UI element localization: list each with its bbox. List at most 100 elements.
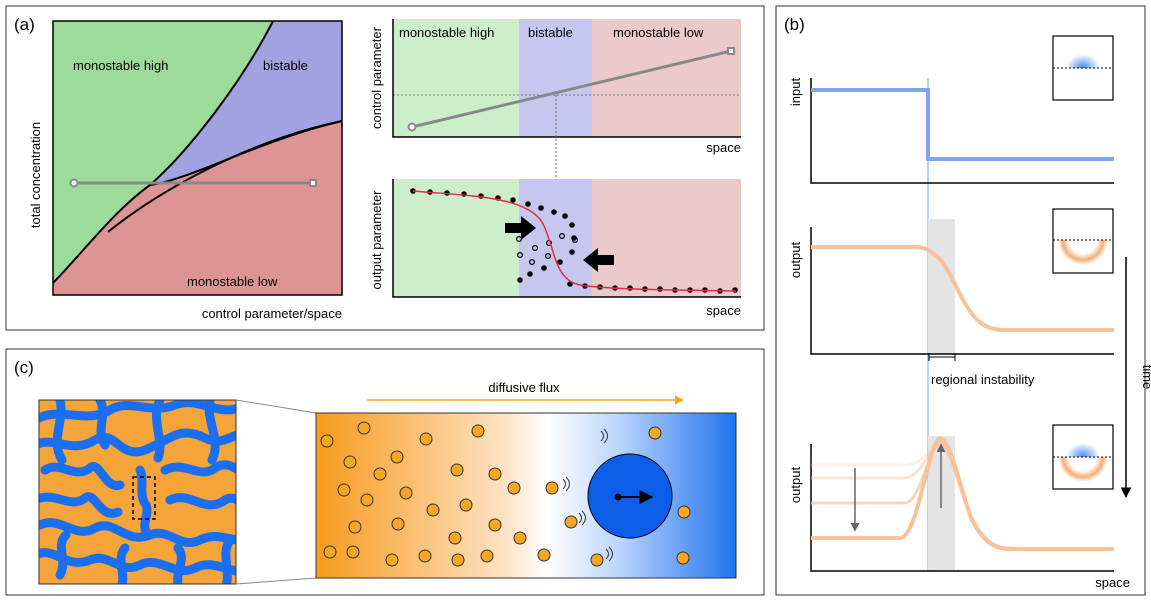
particle	[360, 493, 374, 507]
input-plot: input	[788, 35, 1114, 184]
particle	[337, 483, 351, 497]
particle	[488, 467, 502, 481]
particle	[390, 450, 404, 464]
output-dot	[569, 222, 575, 228]
turing-pattern	[38, 399, 237, 585]
phase-ylabel: total concentration	[28, 122, 43, 228]
output-dot	[517, 277, 523, 283]
inset-1-blob	[1066, 54, 1100, 68]
gradient-box	[315, 412, 737, 579]
particle	[590, 553, 604, 567]
pattern-stripe	[55, 400, 220, 584]
pattern-stripe	[39, 548, 236, 576]
band-bistable	[519, 19, 592, 137]
output-dot	[525, 201, 531, 207]
flux-label: diffusive flux	[488, 380, 560, 395]
output1-curve	[811, 245, 1114, 332]
region-low-label: monostable low	[187, 274, 278, 289]
particle	[507, 481, 521, 495]
ramp-end	[727, 47, 735, 55]
output-open-dot	[531, 245, 538, 252]
input-ylabel: input	[788, 78, 803, 107]
output-dot	[538, 205, 544, 211]
output-dot	[562, 213, 568, 219]
inset-3-ring	[1058, 457, 1108, 482]
out-band-low	[592, 179, 741, 297]
particle	[399, 486, 413, 500]
time-label: time	[1140, 365, 1151, 390]
output-axes	[392, 179, 741, 298]
panel-c-frame	[5, 348, 765, 596]
particles	[320, 421, 691, 567]
inset-2-ring	[1058, 240, 1108, 265]
output-open-dot	[558, 233, 565, 240]
particle	[677, 505, 691, 519]
output-dot	[732, 287, 738, 293]
particle	[323, 545, 337, 559]
particle	[448, 531, 462, 545]
trajectory-start	[69, 178, 79, 188]
output-curve	[412, 190, 737, 292]
particle	[357, 421, 371, 435]
output-dot	[510, 197, 516, 203]
particle	[450, 463, 464, 477]
region-bistable-fill	[150, 21, 342, 185]
particle	[346, 545, 360, 559]
region-bistable-label: bistable	[263, 58, 308, 73]
band-high-label: monostable high	[399, 25, 494, 40]
output-open-dot	[516, 252, 523, 259]
control-xlabel: space	[706, 140, 741, 155]
output2-curve-4	[811, 435, 1114, 551]
control-ramp	[411, 49, 732, 129]
control-axes	[392, 19, 741, 138]
phase-axes	[52, 20, 343, 296]
output-dot	[527, 271, 533, 277]
particle	[545, 481, 559, 495]
zoom-line-top	[235, 399, 317, 414]
motion-mark	[562, 476, 570, 492]
particle	[348, 520, 362, 534]
band-low-label: monostable low	[613, 25, 704, 40]
domain-center	[614, 493, 622, 501]
particle	[385, 553, 399, 567]
motion-mark	[578, 510, 586, 526]
zoom-view	[315, 412, 737, 579]
boundary-upper	[52, 20, 274, 284]
output-xlabel: space	[706, 303, 741, 318]
panel-a-frame	[5, 5, 765, 331]
trajectory-end	[309, 179, 317, 187]
phase-xlabel: control parameter/space	[202, 306, 342, 321]
particle	[648, 426, 662, 440]
output1-axes	[810, 227, 1114, 355]
output1-plot: output regional instability	[788, 208, 1114, 387]
output-open-dot	[528, 259, 535, 266]
particle	[676, 551, 690, 565]
motion-mark	[600, 428, 608, 444]
output1-ylabel: output	[788, 242, 803, 279]
particle	[418, 549, 432, 563]
phase-diagram: monostable high bistable monostable low …	[28, 20, 343, 321]
particle	[459, 498, 473, 512]
output2-axes	[810, 444, 1114, 572]
control-ylabel: control parameter	[369, 26, 384, 129]
pattern-stripe	[39, 492, 236, 518]
inset-3-blob	[1066, 443, 1100, 457]
band-bistable-label: bistable	[528, 25, 573, 40]
particle	[564, 515, 578, 529]
region-high-label: monostable high	[73, 58, 168, 73]
output-plot: output parameter space	[369, 179, 741, 318]
output-dot	[551, 209, 557, 215]
zoom-box	[132, 476, 156, 520]
b-xlabel: space	[1095, 575, 1130, 590]
pattern-stripe	[40, 460, 236, 490]
particle	[426, 503, 440, 517]
out-band-bistable	[519, 179, 592, 297]
panel-b-label: (b)	[784, 15, 805, 34]
particle	[419, 432, 433, 446]
instability-label: regional instability	[931, 372, 1035, 387]
panel-b-frame	[775, 5, 1146, 596]
boundary-lower-ext	[107, 120, 343, 233]
instability-band-1	[928, 219, 955, 354]
particle	[451, 553, 465, 567]
